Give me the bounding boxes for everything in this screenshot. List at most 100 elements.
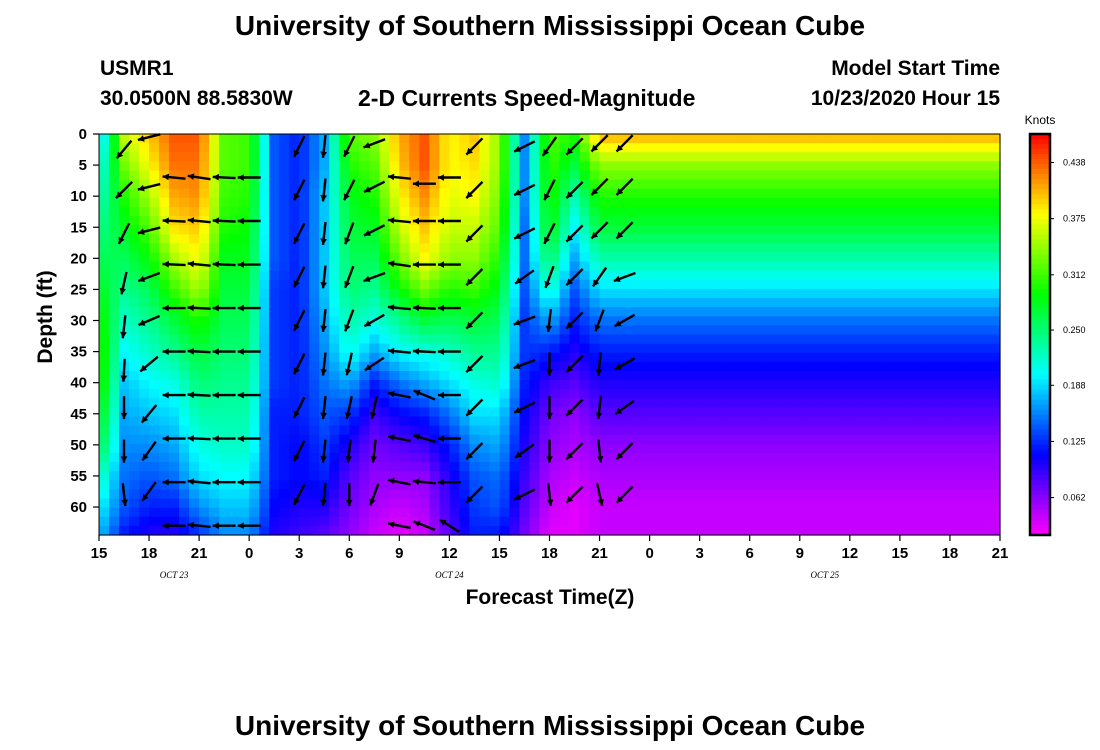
heatmap-cell	[289, 370, 300, 381]
heatmap-cell	[909, 270, 921, 281]
heatmap-cell	[349, 225, 360, 235]
heatmap-cell	[289, 380, 300, 390]
heatmap-cell	[679, 352, 691, 363]
heatmap-cell	[919, 143, 931, 153]
heatmap-cell	[869, 334, 881, 345]
heatmap-cell	[829, 489, 841, 500]
heatmap-cell	[899, 243, 911, 254]
heatmap-cell	[859, 425, 871, 436]
heatmap-cell	[629, 206, 641, 217]
heatmap-cell	[539, 143, 551, 153]
heatmap-cell	[869, 498, 881, 509]
date-label: OCT 24	[435, 570, 464, 580]
heatmap-cell	[439, 161, 450, 172]
heatmap-cell	[119, 197, 130, 208]
heatmap-cell	[779, 507, 791, 518]
heatmap-cell	[489, 170, 501, 181]
heatmap-cell	[249, 197, 260, 208]
heatmap-cell	[779, 516, 791, 527]
heatmap-cell	[579, 325, 591, 336]
heatmap-cell	[429, 498, 440, 509]
heatmap-cell	[429, 188, 440, 199]
heatmap-cell	[439, 179, 450, 190]
current-vector-arrow	[345, 483, 353, 507]
heatmap-cell	[689, 507, 701, 518]
heatmap-cell	[779, 288, 791, 299]
heatmap-cell	[809, 443, 821, 454]
heatmap-cell	[259, 462, 270, 472]
heatmap-cell	[889, 480, 901, 491]
heatmap-cell	[409, 206, 420, 217]
heatmap-cell	[259, 516, 270, 527]
current-vector-arrow	[364, 356, 385, 372]
heatmap-cell	[799, 161, 811, 172]
heatmap-cell	[699, 389, 711, 399]
heatmap-cell	[889, 361, 901, 372]
heatmap-cell	[269, 352, 280, 363]
heatmap-cell	[669, 407, 681, 418]
current-vector-arrow	[320, 439, 327, 463]
current-vector-arrow	[514, 443, 535, 459]
heatmap-cell	[429, 288, 440, 299]
heatmap-cell	[179, 143, 190, 153]
heatmap-cell	[709, 170, 721, 181]
heatmap-cell	[699, 143, 711, 153]
heatmap-cell	[619, 462, 631, 472]
heatmap-cell	[349, 234, 360, 244]
heatmap-cell	[669, 462, 681, 472]
heatmap-cell	[399, 316, 410, 326]
heatmap-cell	[639, 525, 651, 536]
heatmap-cell	[339, 216, 350, 226]
heatmap-cell	[229, 334, 240, 345]
heatmap-cell	[229, 243, 240, 254]
current-vector-arrow	[187, 173, 211, 181]
heatmap-cell	[709, 325, 721, 336]
footer-title: University of Southern Mississippi Ocean…	[234, 710, 866, 741]
heatmap-cell	[779, 197, 791, 208]
current-vector-arrow	[565, 442, 584, 461]
heatmap-cell	[729, 489, 741, 500]
heatmap-cell	[899, 170, 911, 181]
heatmap-cell	[369, 170, 380, 181]
heatmap-cell	[349, 361, 360, 372]
heatmap-cell	[509, 489, 521, 500]
heatmap-cell	[969, 389, 981, 399]
heatmap-cell	[649, 361, 661, 372]
colorbar-segment	[1030, 494, 1050, 501]
heatmap-cell	[519, 170, 531, 181]
heatmap-cell	[519, 134, 531, 144]
heatmap-cell	[149, 261, 160, 272]
heatmap-cell	[169, 370, 180, 381]
heatmap-cell	[419, 334, 430, 345]
heatmap-cell	[259, 206, 270, 217]
heatmap-cell	[679, 334, 691, 345]
heatmap-cell	[449, 270, 460, 281]
heatmap-cell	[209, 507, 220, 518]
heatmap-cell	[889, 398, 901, 409]
heatmap-cell	[829, 416, 841, 427]
heatmap-cell	[299, 443, 310, 454]
heatmap-cell	[709, 434, 721, 445]
heatmap-cell	[339, 134, 350, 144]
heatmap-cell	[819, 279, 831, 290]
heatmap-cell	[229, 161, 240, 172]
heatmap-cell	[309, 480, 320, 491]
heatmap-cell	[699, 352, 711, 363]
heatmap-cell	[639, 389, 651, 399]
heatmap-cell	[309, 489, 320, 500]
colorbar-segment	[1030, 389, 1050, 396]
current-vector-arrow	[363, 180, 386, 194]
heatmap-cell	[609, 270, 621, 281]
heatmap-cell	[769, 452, 781, 463]
heatmap-cell	[919, 307, 931, 317]
heatmap-cell	[619, 234, 631, 244]
heatmap-cell	[119, 380, 130, 390]
heatmap-cell	[859, 243, 871, 254]
heatmap-cell	[219, 252, 230, 263]
heatmap-cell	[629, 143, 641, 153]
heatmap-cell	[719, 489, 731, 500]
heatmap-cell	[989, 179, 1001, 190]
heatmap-cell	[309, 443, 320, 454]
heatmap-cell	[209, 143, 220, 153]
heatmap-cell	[409, 143, 420, 153]
